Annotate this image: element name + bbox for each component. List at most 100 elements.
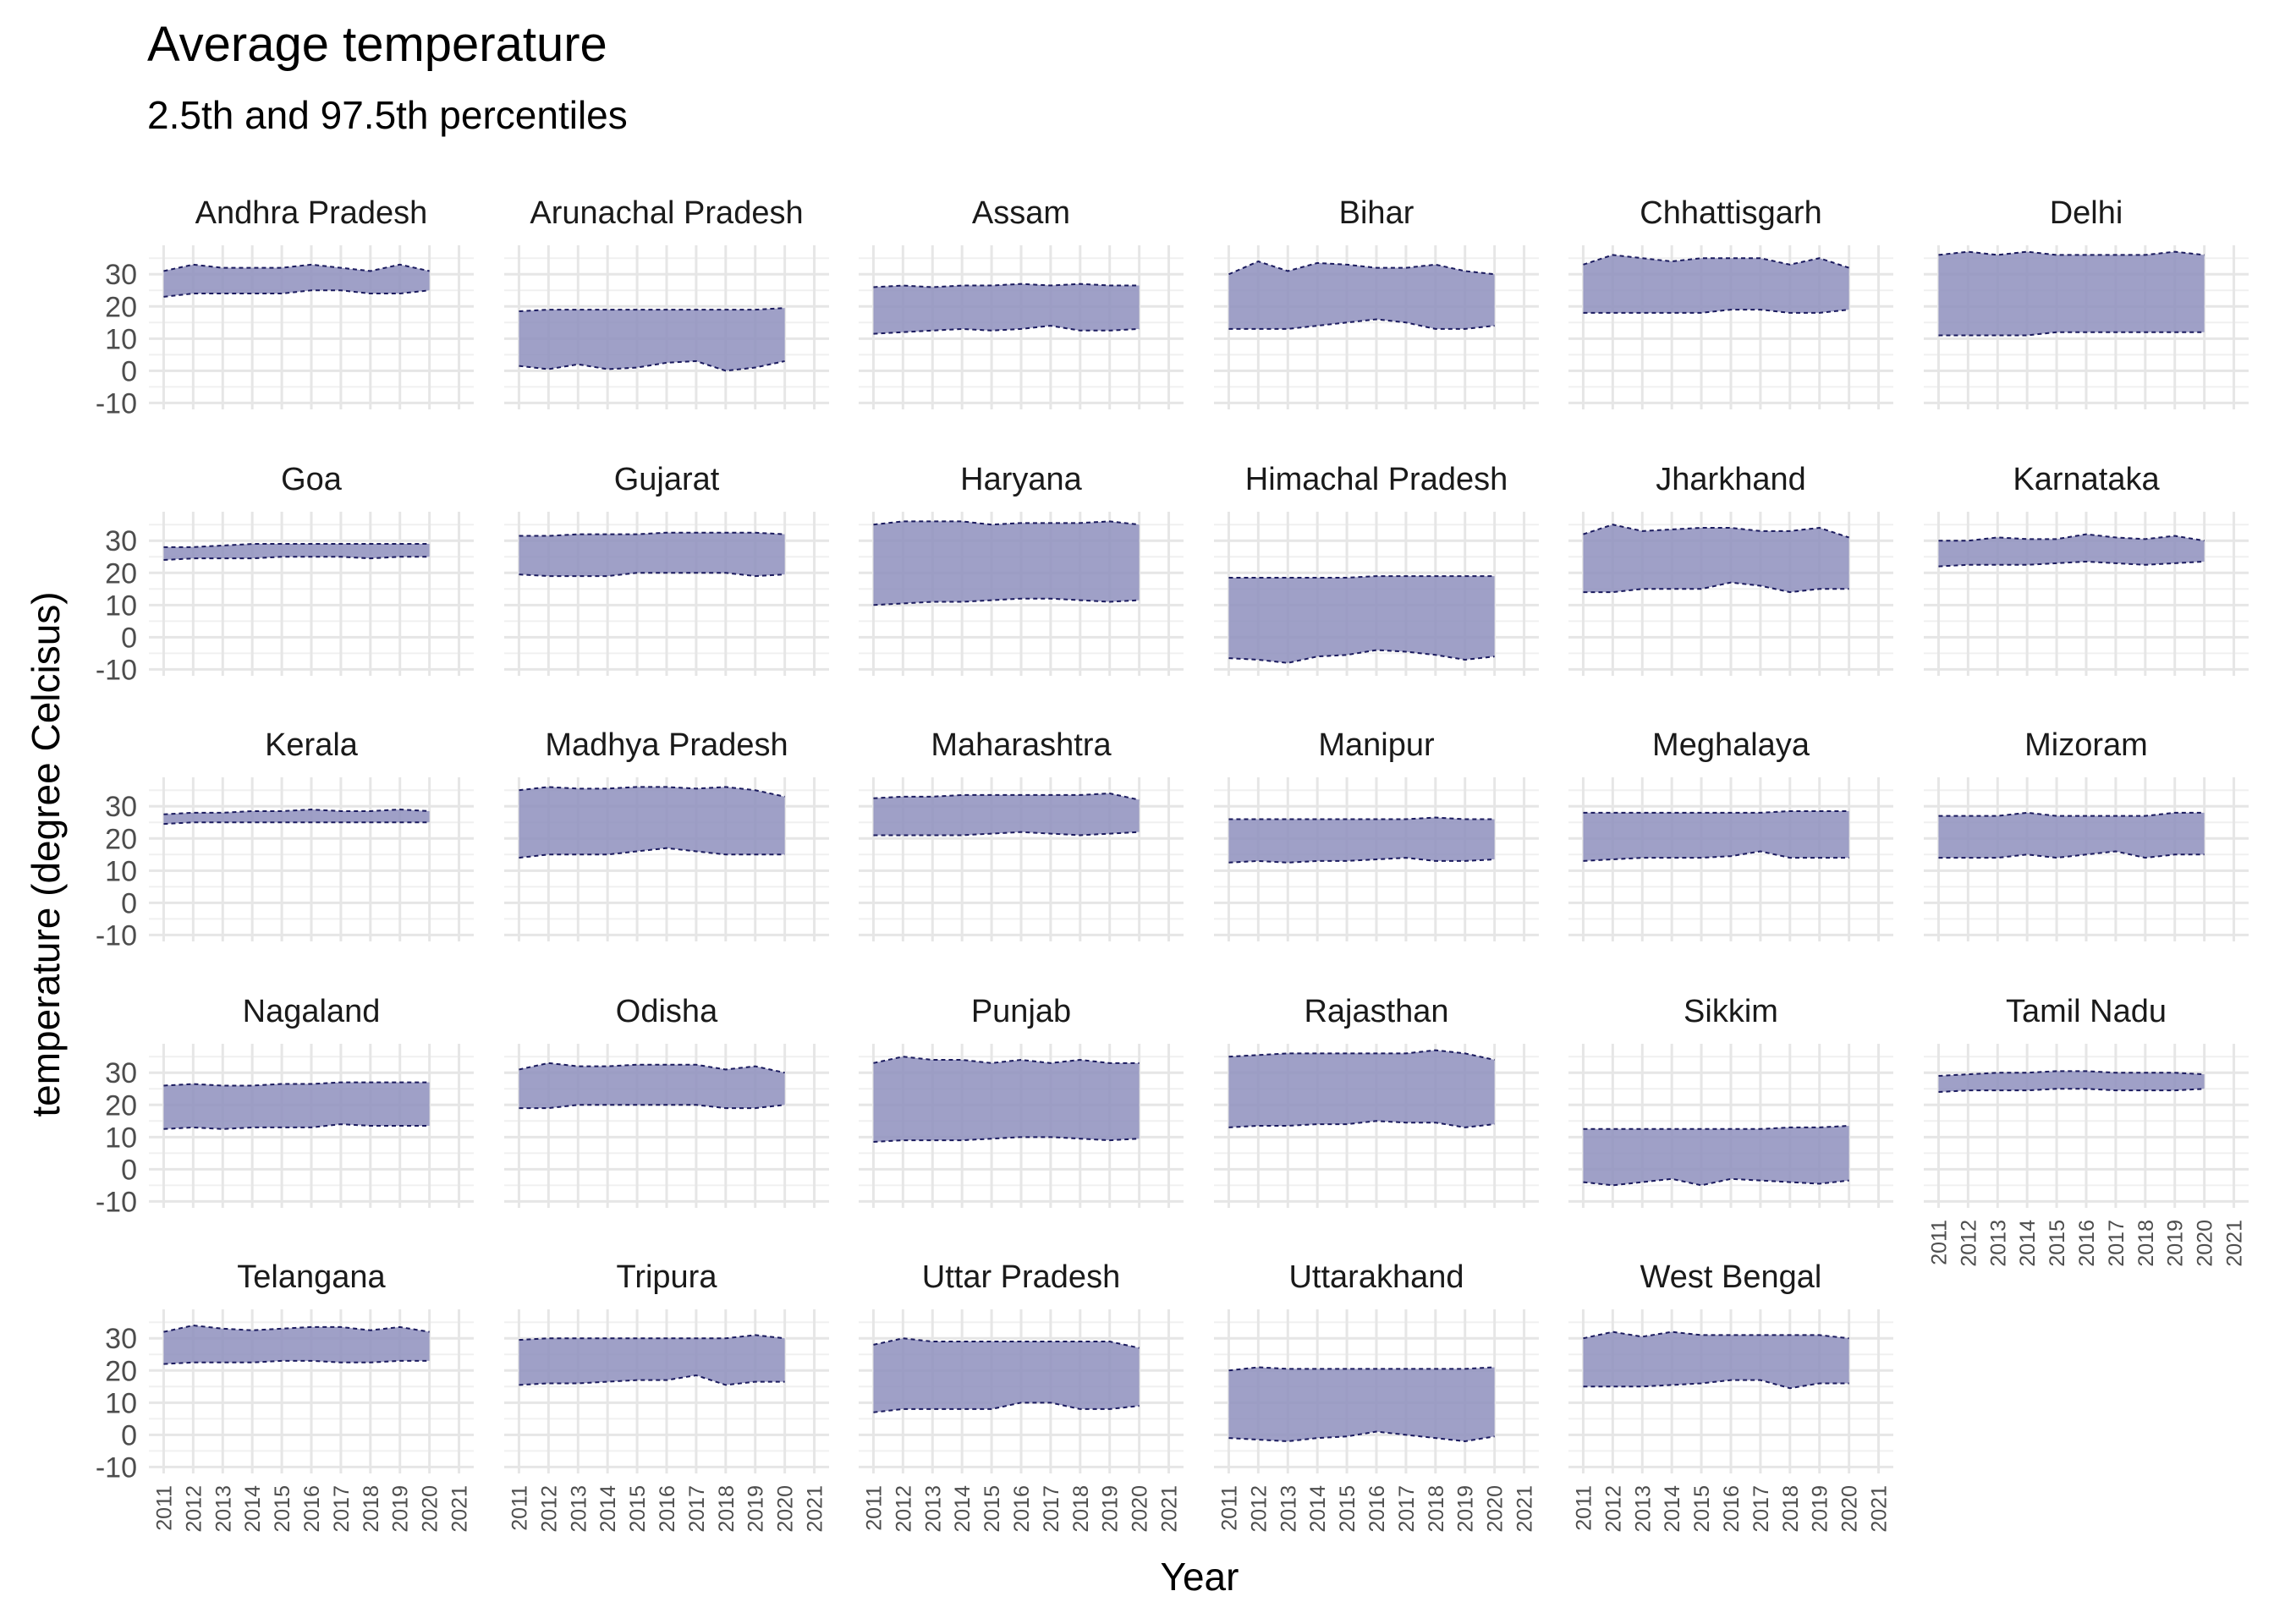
panel-title: Meghalaya [1652, 727, 1810, 763]
upper-percentile-line [1583, 524, 1849, 539]
panel-gujarat: Gujarat [504, 462, 829, 676]
panel-sikkim: Sikkim [1568, 994, 1893, 1208]
percentile-ribbon [1938, 1071, 2205, 1093]
x-tick-label: 2020 [419, 1485, 442, 1533]
panel-title: Rajasthan [1304, 994, 1448, 1029]
gridlines [149, 777, 474, 941]
panel-title: Andhra Pradesh [195, 195, 428, 231]
x-tick-label: 2019 [1099, 1485, 1123, 1533]
lower-percentile-line [163, 1359, 430, 1365]
panel-title: Kerala [265, 727, 359, 763]
x-tick-label: 2019 [389, 1485, 413, 1533]
x-tick-label: 2013 [1277, 1485, 1300, 1533]
panel-title: Arunachal Pradesh [530, 195, 803, 231]
panel-assam: Assam [859, 195, 1184, 409]
x-tick-label: 2020 [774, 1485, 798, 1533]
upper-percentile-line [1228, 1049, 1495, 1061]
percentile-ribbon [1228, 1050, 1495, 1127]
x-tick-label: 2015 [2046, 1220, 2069, 1267]
upper-percentile-line [1938, 811, 2205, 817]
x-tick-label: 2014 [1661, 1485, 1684, 1533]
percentile-ribbon [873, 521, 1140, 606]
x-tick-label: 2017 [1749, 1485, 1773, 1533]
x-tick-label: 2016 [1010, 1485, 1034, 1533]
x-tick-label: 2015 [271, 1485, 294, 1533]
x-tick-label: 2012 [1601, 1485, 1625, 1533]
x-tick-label: 2021 [1868, 1485, 1892, 1533]
lower-percentile-line [1583, 581, 1849, 594]
panel-title: Chhattisgarh [1640, 195, 1821, 231]
percentile-ribbon [1583, 524, 1849, 593]
upper-percentile-line [1938, 250, 2205, 256]
x-tick-label: 2019 [744, 1485, 768, 1533]
lower-percentile-line [1583, 1379, 1849, 1390]
panel-title: Nagaland [243, 994, 381, 1029]
percentile-ribbon [163, 544, 430, 561]
upper-percentile-line [519, 1062, 785, 1074]
panel-bihar: Bihar [1214, 195, 1539, 409]
y-tick-label: -10 [96, 919, 137, 952]
panel-title: Uttar Pradesh [922, 1259, 1120, 1295]
x-tick-label: 2012 [892, 1485, 915, 1533]
panel-title: Bihar [1339, 195, 1414, 231]
x-tick-label: 2014 [1306, 1485, 1330, 1533]
percentile-ribbon [163, 1082, 430, 1129]
x-tick-label: 2015 [1690, 1485, 1714, 1533]
x-tick-label: 2013 [567, 1485, 590, 1533]
panel-title: Haryana [960, 462, 1082, 497]
lower-percentile-line [1583, 850, 1849, 862]
gridlines [1568, 1044, 1893, 1208]
gridlines [504, 1309, 829, 1473]
x-tick-label: 2013 [211, 1485, 235, 1533]
y-tick-label: 30 [105, 259, 137, 291]
y-tick-label: 10 [105, 855, 137, 887]
x-tick-label: 2015 [980, 1485, 1004, 1533]
x-tick-label: 2020 [1484, 1485, 1508, 1533]
upper-percentile-line [163, 1081, 430, 1087]
panel-odisha: Odisha [504, 994, 829, 1208]
upper-percentile-line [873, 1056, 1140, 1064]
y-tick-label: 0 [121, 1154, 137, 1186]
y-tick-label: 10 [105, 590, 137, 622]
panel-meghalaya: Meghalaya [1568, 727, 1893, 941]
panel-title: Telangana [237, 1259, 386, 1295]
percentile-ribbon [519, 787, 785, 859]
upper-percentile-line [1583, 1330, 1849, 1340]
x-tick-label: 2014 [951, 1485, 975, 1533]
percentile-ribbon [1938, 812, 2205, 859]
y-tick-label: 20 [105, 291, 137, 323]
panel-jharkhand: Jharkhand [1568, 462, 1893, 676]
percentile-ribbon [1228, 1367, 1495, 1441]
x-tick-label: 2013 [921, 1485, 945, 1533]
panel-title: Gujarat [614, 462, 720, 497]
panel-title: Uttarakhand [1288, 1259, 1464, 1295]
upper-percentile-line [1228, 816, 1495, 820]
x-tick-label: 2016 [656, 1485, 679, 1533]
panel-tamil-nadu: Tamil Nadu 2011 2012 2013 2014 2015 2016 2017 20… [1924, 994, 2249, 1267]
lower-percentile-line [873, 325, 1140, 335]
x-tick-label: 2017 [330, 1485, 354, 1533]
x-tick-label: 2011 [1217, 1485, 1241, 1531]
percentile-ribbon [519, 1335, 785, 1385]
upper-percentile-line [519, 531, 785, 537]
x-tick-label: 2021 [804, 1485, 827, 1533]
x-tick-label: 2018 [715, 1485, 739, 1533]
lower-percentile-line [163, 821, 430, 826]
percentile-ribbon [1228, 576, 1495, 663]
upper-percentile-line [1228, 1366, 1495, 1372]
lower-percentile-line [873, 1136, 1140, 1144]
upper-percentile-line [873, 520, 1140, 526]
panel-title: Sikkim [1684, 994, 1778, 1029]
x-tick-label: 2011 [152, 1485, 176, 1531]
upper-percentile-line [1583, 809, 1849, 814]
y-tick-label: 20 [105, 1089, 137, 1122]
panel-maharashtra: Maharashtra [859, 727, 1184, 941]
upper-percentile-line [1938, 533, 2205, 542]
x-tick-label: 2017 [1040, 1485, 1063, 1533]
upper-percentile-line [519, 307, 785, 312]
panel-title: Mizoram [2024, 727, 2148, 763]
gridlines [1924, 1044, 2249, 1208]
